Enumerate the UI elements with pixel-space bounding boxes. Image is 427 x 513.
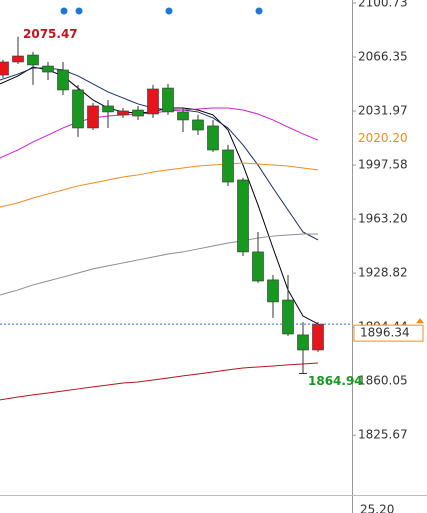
- candle-body: [207, 125, 219, 151]
- candle-body: [0, 61, 9, 76]
- y-tick-label: 2066.35: [358, 50, 408, 64]
- event-marker[interactable]: [165, 7, 173, 15]
- last-price-arrow: [416, 318, 424, 324]
- moving-average-line: [0, 162, 319, 208]
- moving-average-line: [0, 362, 319, 401]
- y-tick-label: 1825.67: [358, 428, 408, 442]
- moving-average-line: [0, 66, 319, 325]
- candle-body: [177, 111, 189, 121]
- candle-body: [57, 69, 69, 91]
- candle-body: [117, 110, 129, 116]
- candle-body: [12, 55, 24, 63]
- y-tick-label: 2031.97: [358, 104, 408, 118]
- event-marker[interactable]: [255, 7, 263, 15]
- candle-body: [162, 87, 174, 113]
- candle-body: [222, 149, 234, 183]
- y-tick-label: 2100.73: [358, 0, 408, 10]
- candle-body: [252, 251, 264, 282]
- last-price-box: [353, 324, 424, 342]
- last-price-label: 1896.34: [360, 326, 410, 340]
- candle-body: [87, 105, 99, 129]
- candle-body: [282, 299, 294, 335]
- candle-body: [267, 279, 279, 303]
- candle-body: [312, 323, 324, 351]
- candle-body: [27, 54, 39, 66]
- y-tick-label: 1928.82: [358, 266, 408, 280]
- y-tick-label: 1860.05: [358, 374, 408, 388]
- candle-body: [147, 88, 159, 115]
- moving-average-line: [0, 67, 319, 241]
- lower-panel-label: 25.20: [360, 503, 394, 513]
- event-marker[interactable]: [75, 7, 83, 15]
- moving-average-line: [0, 107, 319, 159]
- candle-body: [297, 334, 309, 351]
- low-label: 1864.94: [308, 374, 363, 388]
- candle-body: [237, 179, 249, 253]
- high-label: 2075.47: [23, 27, 78, 41]
- candle-body: [102, 105, 114, 113]
- candle-body: [42, 65, 54, 73]
- candle-body: [72, 89, 84, 129]
- candle-body: [192, 119, 204, 131]
- axis-marker-bg: [354, 130, 414, 146]
- axis-marker-label: 2020.20: [358, 131, 408, 145]
- event-marker[interactable]: [60, 7, 68, 15]
- candle-body: [132, 109, 144, 117]
- y-tick-label: 1963.20: [358, 212, 408, 226]
- moving-average-line: [0, 233, 318, 296]
- y-tick-label: 1997.58: [358, 158, 408, 172]
